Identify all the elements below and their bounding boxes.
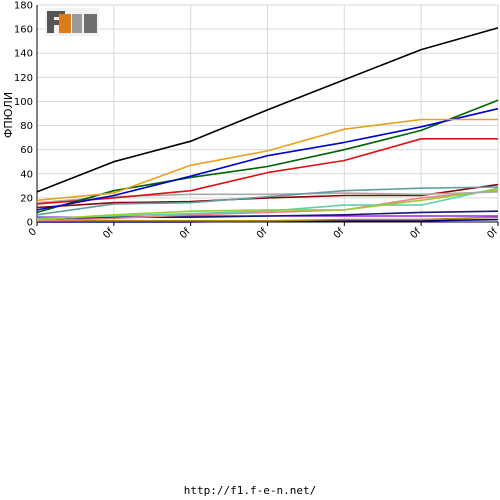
y-tick-label: 40 [20,169,33,180]
x-tick-label: 0f [485,226,500,241]
y-tick-label: 160 [14,25,33,36]
series-line [36,99,499,214]
f1-fen-logo [45,8,99,36]
y-tick-label: 20 [20,193,33,204]
x-tick-label: 0f [178,226,193,241]
series-line [36,186,499,216]
series-line [36,138,498,205]
series-line [36,210,499,222]
y-tick-label: 100 [14,97,33,108]
footer-url: http://f1.f-e-n.net/ [183,484,317,497]
y-tick-label: 80 [20,121,33,132]
series-line [36,118,498,202]
series-line [36,183,499,209]
y-tick-label: 140 [14,49,33,60]
x-tick-label: 0f [101,226,116,241]
series-line [37,216,499,222]
x-tick-label: 0f [332,226,347,241]
series-line [36,189,499,222]
y-tick-label: 120 [14,73,33,84]
x-tick-label: 0 [27,226,39,238]
series-line [36,107,499,211]
x-tick-label: 0f [409,226,424,241]
grid-lines [36,4,499,223]
y-axis-label: ФПЮЛИ [2,92,15,138]
series-line [36,191,499,204]
y-tick-label: 60 [20,145,33,156]
series-lines [36,27,499,223]
series-line [36,27,499,193]
y-tick-labels: 0 20 40 60 80 100 120 140 160 180 [14,1,33,229]
y-tick-label: 180 [14,1,33,12]
x-tick-labels: 0 0f 0f 0f 0f 0f 0f [27,226,500,241]
series-line [36,188,499,221]
series-line [36,187,499,220]
x-tick-label: 0f [255,226,270,241]
y-tick-label: 0 [27,218,33,229]
